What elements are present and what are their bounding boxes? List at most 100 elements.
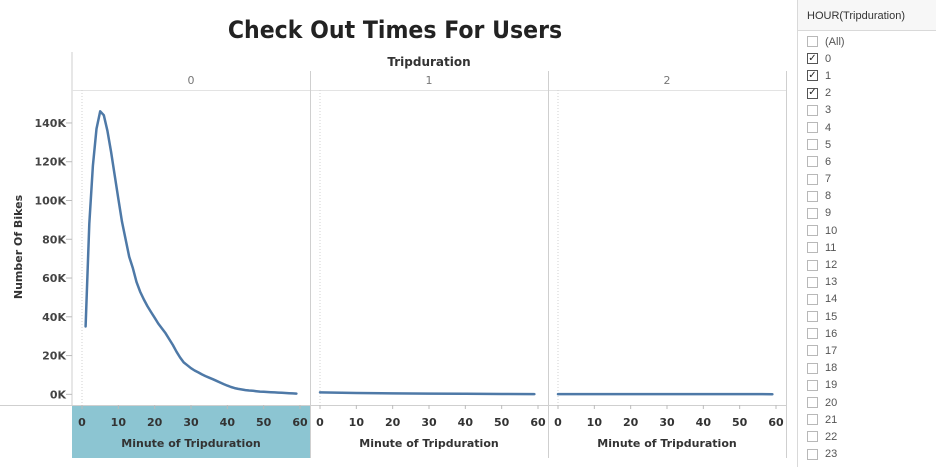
x-tick-label: 10	[111, 416, 127, 429]
y-tick-label: 60K	[42, 272, 66, 285]
filter-item-4[interactable]: 4	[798, 119, 936, 136]
filter-checkbox[interactable]	[807, 225, 818, 237]
x-tick-label: 20	[623, 416, 639, 429]
filter-checkbox[interactable]	[807, 36, 818, 48]
filter-item-13[interactable]: 13	[798, 274, 936, 291]
x-axis-title: Minute of Tripduration	[359, 437, 498, 450]
filter-item-label: 2	[825, 87, 832, 100]
filter-item-label: 22	[825, 430, 838, 443]
filter-checkbox[interactable]	[807, 328, 818, 340]
filter-checkbox[interactable]	[807, 379, 818, 391]
filter-item-5[interactable]: 5	[798, 136, 936, 153]
filter-checkbox[interactable]	[807, 259, 818, 271]
x-tick-label: 50	[732, 416, 748, 429]
filter-checkbox[interactable]	[807, 122, 818, 134]
filter-checkbox[interactable]	[807, 397, 818, 409]
filter-checkbox[interactable]	[807, 293, 818, 305]
filter-item-label: (All)	[825, 35, 845, 48]
filter-item-label: 4	[825, 121, 832, 134]
filter-item-label: 20	[825, 396, 838, 409]
filter-item-21[interactable]: 21	[798, 411, 936, 428]
x-tick-label: 60	[530, 416, 546, 429]
y-tick-label: 40K	[42, 311, 66, 324]
filter-checkbox[interactable]	[807, 139, 818, 151]
x-tick-label: 10	[349, 416, 365, 429]
filter-item-label: 7	[825, 173, 832, 186]
filter-checkbox[interactable]	[807, 242, 818, 254]
filter-checkbox[interactable]	[807, 207, 818, 219]
filter-checkbox[interactable]	[807, 190, 818, 202]
y-tick-label: 120K	[35, 156, 67, 169]
filter-item-label: 19	[825, 379, 838, 392]
filter-item-label: 13	[825, 276, 838, 289]
y-tick-label: 140K	[35, 117, 67, 130]
filter-checkbox[interactable]	[807, 414, 818, 426]
y-tick-label: 80K	[42, 233, 66, 246]
panel-header-label: 2	[664, 74, 671, 87]
filter-checkbox[interactable]	[807, 311, 818, 323]
filter-item-20[interactable]: 20	[798, 394, 936, 411]
x-tick-label: 10	[587, 416, 603, 429]
filter-item-label: 0	[825, 52, 832, 65]
filter-checkbox[interactable]	[807, 345, 818, 357]
filter-title: HOUR(Tripduration)	[798, 0, 936, 31]
filter-item-23[interactable]: 23	[798, 446, 936, 463]
hour-filter-panel: HOUR(Tripduration) (All) ✓ 0 ✓ 1 ✓ 2 3 4 5 6 7 8 9 10 1…	[797, 0, 936, 467]
filter-checkbox[interactable]	[807, 104, 818, 116]
filter-item-label: 15	[825, 310, 838, 323]
chart-area: Check Out Times For Users Tripduration N…	[0, 17, 787, 458]
filter-checkbox[interactable]	[807, 173, 818, 185]
filter-checkbox[interactable]	[807, 362, 818, 374]
panel-header-label: 1	[426, 74, 433, 87]
filter-item-label: 17	[825, 344, 838, 357]
filter-item-15[interactable]: 15	[798, 308, 936, 325]
filter-item-22[interactable]: 22	[798, 428, 936, 445]
x-tick-label: 30	[183, 416, 199, 429]
filter-item-16[interactable]: 16	[798, 325, 936, 342]
series-line-panel-1	[318, 391, 536, 396]
filter-item-label: 14	[825, 293, 838, 306]
filter-item-9[interactable]: 9	[798, 205, 936, 222]
filter-checkbox[interactable]	[807, 156, 818, 168]
filter-item-7[interactable]: 7	[798, 171, 936, 188]
filter-item-label: 1	[825, 69, 832, 82]
x-tick-label: 20	[147, 416, 163, 429]
filter-item-3[interactable]: 3	[798, 102, 936, 119]
filter-item-all[interactable]: (All)	[798, 33, 936, 50]
x-tick-label: 30	[659, 416, 675, 429]
filter-checkbox[interactable]	[807, 448, 818, 460]
filter-item-1[interactable]: ✓ 1	[798, 67, 936, 84]
filter-item-6[interactable]: 6	[798, 153, 936, 170]
filter-item-12[interactable]: 12	[798, 256, 936, 273]
y-axis-title: Number Of Bikes	[12, 194, 25, 299]
column-header-title: Tripduration	[387, 55, 470, 69]
x-axis-highlight	[72, 406, 310, 458]
filter-checkbox[interactable]: ✓	[807, 87, 818, 99]
filter-item-8[interactable]: 8	[798, 188, 936, 205]
filter-item-17[interactable]: 17	[798, 342, 936, 359]
filter-item-label: 6	[825, 155, 832, 168]
x-tick-label: 40	[220, 416, 236, 429]
x-tick-label: 0	[316, 416, 324, 429]
filter-checkbox[interactable]: ✓	[807, 69, 818, 82]
filter-checkbox[interactable]	[807, 431, 818, 443]
y-tick-label: 0K	[50, 388, 67, 401]
filter-item-19[interactable]: 19	[798, 377, 936, 394]
x-tick-label: 40	[696, 416, 712, 429]
filter-item-14[interactable]: 14	[798, 291, 936, 308]
filter-checkbox[interactable]	[807, 276, 818, 288]
x-tick-label: 20	[385, 416, 401, 429]
chart-title: Check Out Times For Users	[228, 17, 562, 44]
x-tick-label: 60	[292, 416, 308, 429]
filter-item-label: 5	[825, 138, 832, 151]
filter-item-label: 12	[825, 259, 838, 272]
filter-checkbox[interactable]: ✓	[807, 52, 818, 65]
x-tick-label: 0	[554, 416, 562, 429]
x-tick-label: 50	[494, 416, 510, 429]
filter-item-11[interactable]: 11	[798, 239, 936, 256]
filter-item-10[interactable]: 10	[798, 222, 936, 239]
filter-item-0[interactable]: ✓ 0	[798, 50, 936, 67]
filter-item-label: 10	[825, 224, 838, 237]
filter-item-2[interactable]: ✓ 2	[798, 85, 936, 102]
filter-item-18[interactable]: 18	[798, 360, 936, 377]
